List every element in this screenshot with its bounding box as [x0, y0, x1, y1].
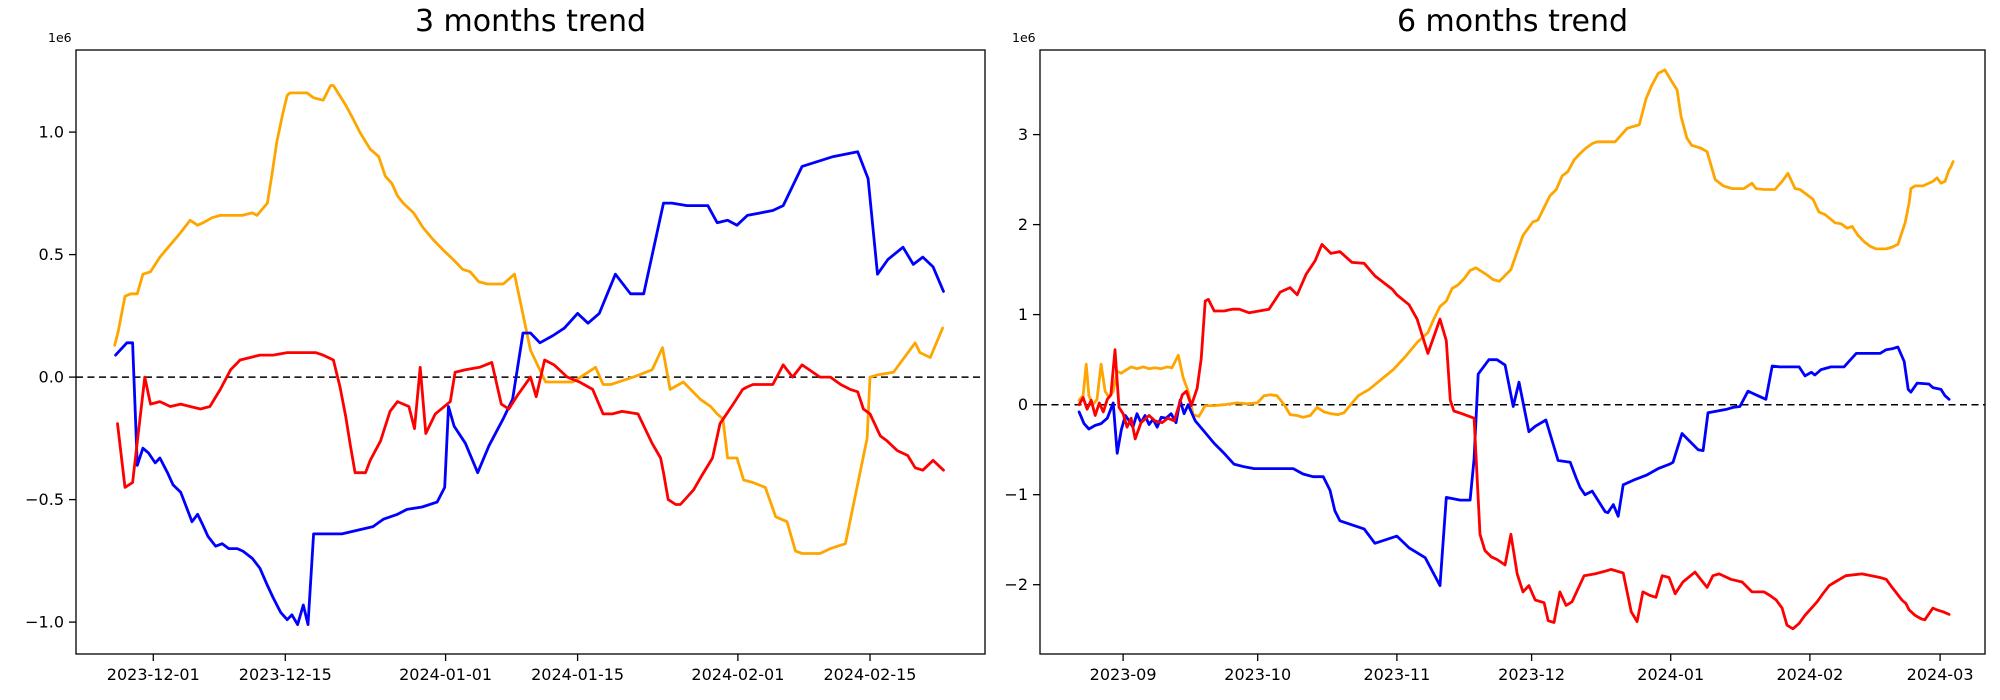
x-tick-label: 2023-09 — [1090, 665, 1157, 684]
series-line-orange — [113, 84, 944, 555]
plot-frame — [1039, 49, 1986, 655]
plot-frame — [75, 49, 986, 655]
axis-offset-label: 1e6 — [1012, 30, 1036, 45]
x-tick-label: 2024-03 — [1907, 665, 1974, 684]
chart-title: 6 months trend — [1396, 4, 1629, 39]
y-tick-label: 0 — [1018, 395, 1028, 414]
series-line-orange — [1077, 68, 1955, 419]
chart-3-months-trend: 3 months trend −1.0 −0.5 0.0 0.5 1.0 2023-12-… — [25, 4, 986, 684]
y-tick-label: 3 — [1018, 125, 1028, 144]
x-tick-label: 2024-02-15 — [824, 665, 917, 684]
plot-canvas: −2 −1 0 1 2 3 2023-09 2023-10 2023-11 2023-12 2024… — [1004, 30, 1986, 684]
y-tick-label: −2 — [1004, 575, 1028, 594]
y-tick-label: −1.0 — [25, 613, 64, 632]
y-tick-label: 0.5 — [39, 245, 64, 264]
y-tick-label: −1 — [1004, 485, 1028, 504]
chart-6-months-trend: 6 months trend −2 −1 0 1 2 3 2023-09 2023-10 202… — [1000, 0, 2000, 700]
y-tick-label: 2 — [1018, 215, 1028, 234]
plot-canvas: −1.0 −0.5 0.0 0.5 1.0 2023-12-01 2023-12-15 202… — [25, 30, 986, 684]
series-line-red — [116, 351, 945, 506]
y-tick-label: −0.5 — [25, 490, 64, 509]
x-tick-label: 2024-02 — [1776, 665, 1843, 684]
x-tick-label: 2023-11 — [1363, 665, 1430, 684]
x-tick-label: 2024-01 — [1637, 665, 1704, 684]
y-tick-label: 1.0 — [39, 123, 64, 142]
series-line-red — [1077, 242, 1951, 631]
x-tick-label: 2023-12 — [1498, 665, 1565, 684]
y-tick-label: 1 — [1018, 305, 1028, 324]
series-line-blue — [114, 150, 945, 626]
x-tick-label: 2024-01-01 — [399, 665, 492, 684]
x-tick-label: 2024-02-01 — [691, 665, 784, 684]
series-line-blue — [1077, 345, 1951, 587]
x-tick-label: 2024-01-15 — [531, 665, 624, 684]
chart-title: 3 months trend — [414, 4, 647, 39]
x-tick-label: 2023-12-01 — [107, 665, 200, 684]
x-tick-label: 2023-12-15 — [239, 665, 332, 684]
y-tick-label: 0.0 — [39, 368, 64, 387]
axis-offset-label: 1e6 — [48, 30, 72, 45]
x-tick-label: 2023-10 — [1224, 665, 1291, 684]
